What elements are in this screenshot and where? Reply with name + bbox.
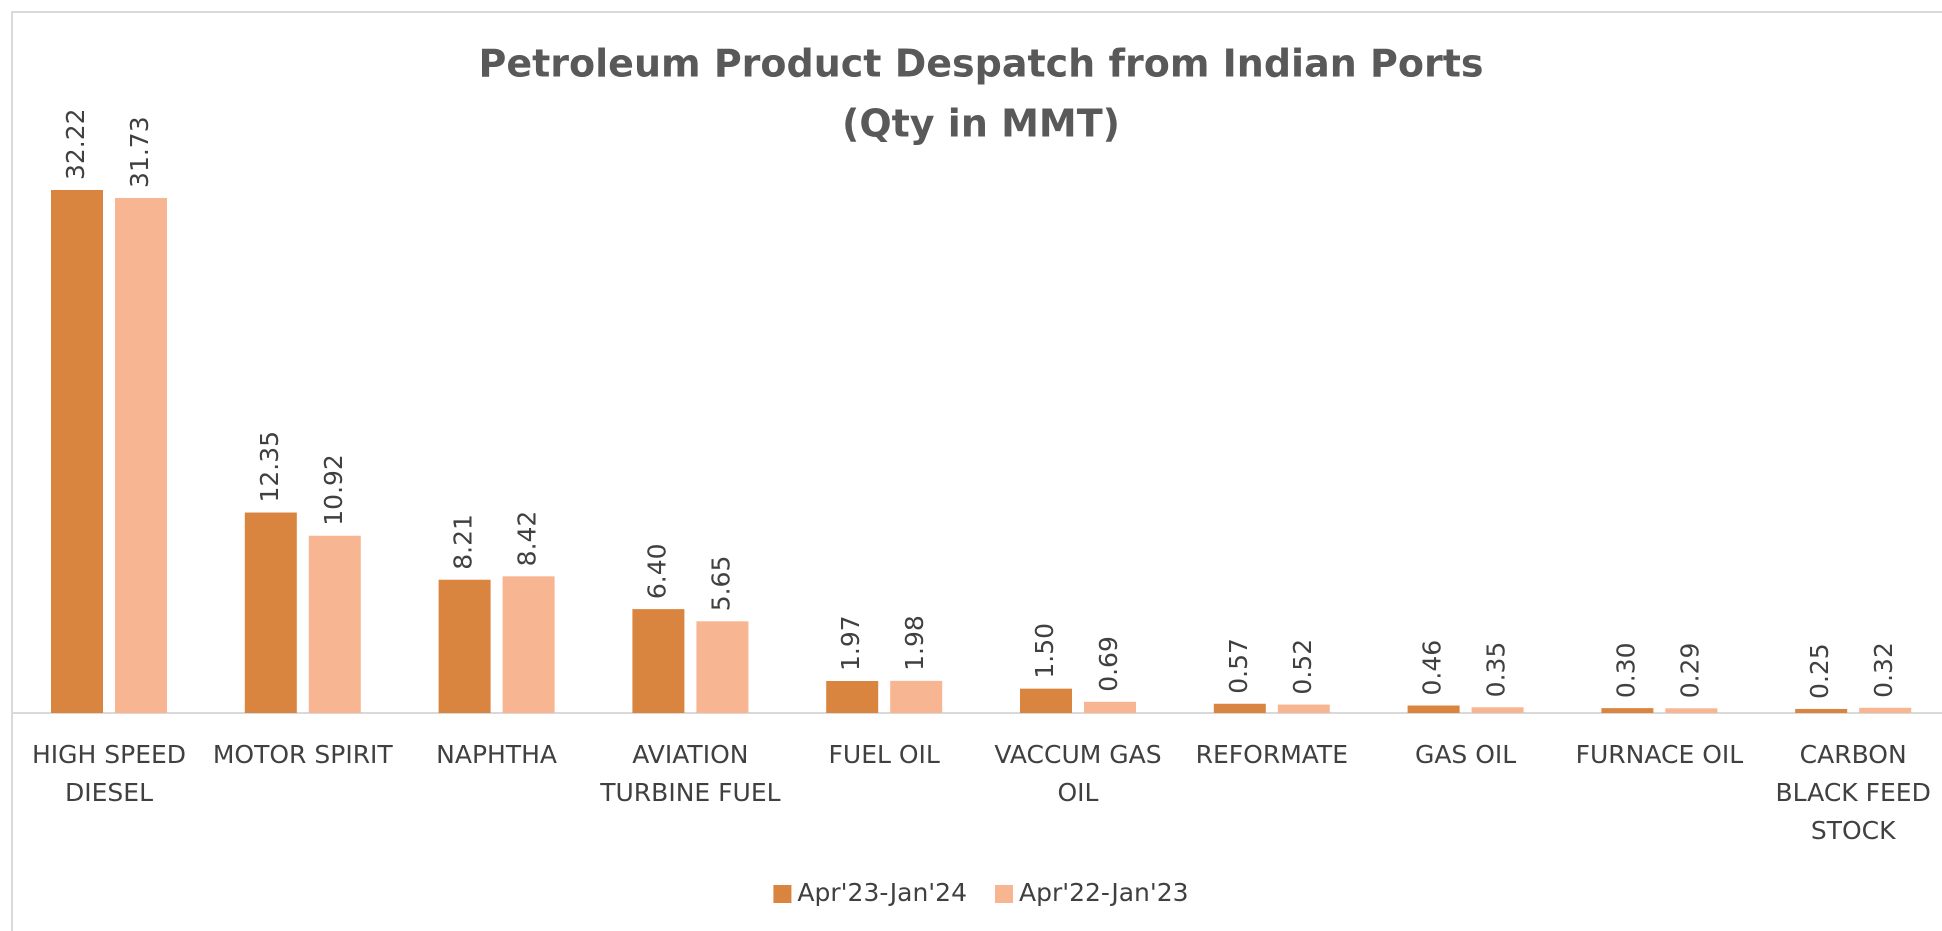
data-label: 0.29 xyxy=(1675,643,1704,699)
bar xyxy=(826,681,879,713)
bar xyxy=(890,680,943,713)
bar xyxy=(1471,707,1524,713)
bar xyxy=(502,576,555,713)
data-label: 1.98 xyxy=(900,615,929,671)
legend-swatch xyxy=(773,885,792,903)
data-label: 0.35 xyxy=(1482,642,1511,698)
legend-label: Apr'23-Jan'24 xyxy=(797,878,967,907)
data-label: 10.92 xyxy=(319,454,348,526)
data-label: 0.52 xyxy=(1288,639,1317,695)
legend-swatch xyxy=(995,885,1013,903)
x-tick-label: HIGH SPEED DIESEL xyxy=(31,740,187,807)
data-label: 12.35 xyxy=(255,431,284,503)
bar xyxy=(1601,708,1654,713)
data-label: 0.57 xyxy=(1224,638,1253,694)
data-label: 1.97 xyxy=(836,615,865,671)
bar xyxy=(1277,704,1330,713)
data-label: 0.25 xyxy=(1805,643,1834,699)
bar xyxy=(1213,703,1266,713)
chart-title: Petroleum Product Despatch from Indian P… xyxy=(479,42,1484,86)
x-tick-label: FURNACE OIL xyxy=(1575,740,1744,769)
data-label: 0.32 xyxy=(1869,642,1898,698)
data-label: 32.22 xyxy=(61,108,90,180)
data-label: 8.21 xyxy=(449,514,478,570)
bar xyxy=(308,535,361,713)
x-tick-label: GAS OIL xyxy=(1414,740,1517,769)
bar xyxy=(632,609,685,713)
data-label: 8.42 xyxy=(513,511,542,567)
bar xyxy=(696,621,749,713)
bar xyxy=(438,579,491,713)
data-label: 6.40 xyxy=(642,543,671,599)
bar xyxy=(51,190,103,713)
bar xyxy=(1084,701,1136,713)
x-tick-label: REFORMATE xyxy=(1195,740,1348,769)
x-tick-label: MOTOR SPIRIT xyxy=(212,740,393,769)
data-label: 0.69 xyxy=(1094,636,1123,692)
bar xyxy=(1407,705,1460,713)
x-tick-label: VACCUM GAS OIL xyxy=(994,740,1162,807)
bar xyxy=(115,197,167,714)
data-label: 0.30 xyxy=(1611,642,1640,698)
legend-label: Apr'22-Jan'23 xyxy=(1019,878,1189,907)
data-label: 31.73 xyxy=(125,116,154,188)
bar xyxy=(1665,708,1718,713)
bar xyxy=(244,512,297,713)
chart-subtitle: (Qty in MMT) xyxy=(842,102,1120,146)
data-label: 1.50 xyxy=(1030,623,1059,679)
chart-border xyxy=(11,11,1942,931)
x-tick-label: FUEL OIL xyxy=(828,740,940,769)
x-tick-label: AVIATION TURBINE FUEL xyxy=(600,740,781,807)
bar xyxy=(1859,707,1912,713)
x-tick-label: CARBON BLACK FEED STOCK xyxy=(1775,740,1931,845)
data-label: 5.65 xyxy=(706,556,735,612)
x-tick-label: NAPHTHA xyxy=(436,740,558,769)
bar xyxy=(1795,708,1848,713)
bar xyxy=(1020,688,1072,713)
data-label: 0.46 xyxy=(1418,640,1447,696)
